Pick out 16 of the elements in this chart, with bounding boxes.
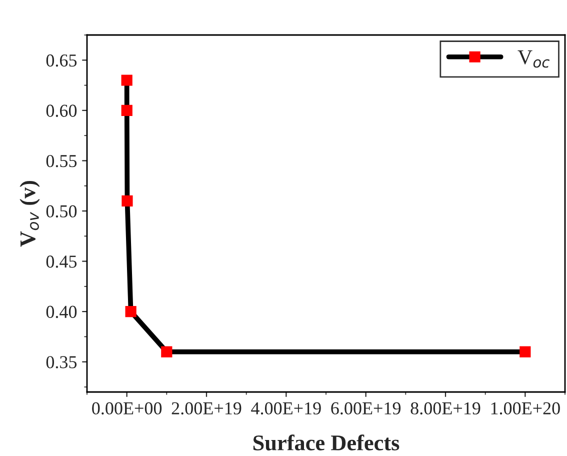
y-tick-label: 0.55 <box>46 154 77 168</box>
x-tick-label: 8.00E+19 <box>410 402 480 415</box>
x-tick-label: 2.00E+19 <box>172 402 242 415</box>
y-tick-label: 0.65 <box>46 54 77 67</box>
x-axis-title: Surface Defects <box>253 434 400 450</box>
x-tick-label: 1.00E+20 <box>491 402 560 415</box>
legend-label: V$_{oc}$ <box>518 50 550 68</box>
x-tick-label: 4.00E+19 <box>251 402 321 415</box>
y-tick-label: 0.40 <box>46 306 77 318</box>
x-tick-label: 6.00E+19 <box>331 402 401 415</box>
y-tick-label: 0.35 <box>46 356 77 368</box>
y-axis-title: V$_{ov}$ (v) <box>20 180 40 247</box>
x-tick-label: 0.00E+00 <box>92 402 162 415</box>
y-tick-label: 0.60 <box>46 104 77 117</box>
y-tick-label: 0.45 <box>46 256 77 268</box>
y-tick-label: 0.50 <box>46 205 77 218</box>
